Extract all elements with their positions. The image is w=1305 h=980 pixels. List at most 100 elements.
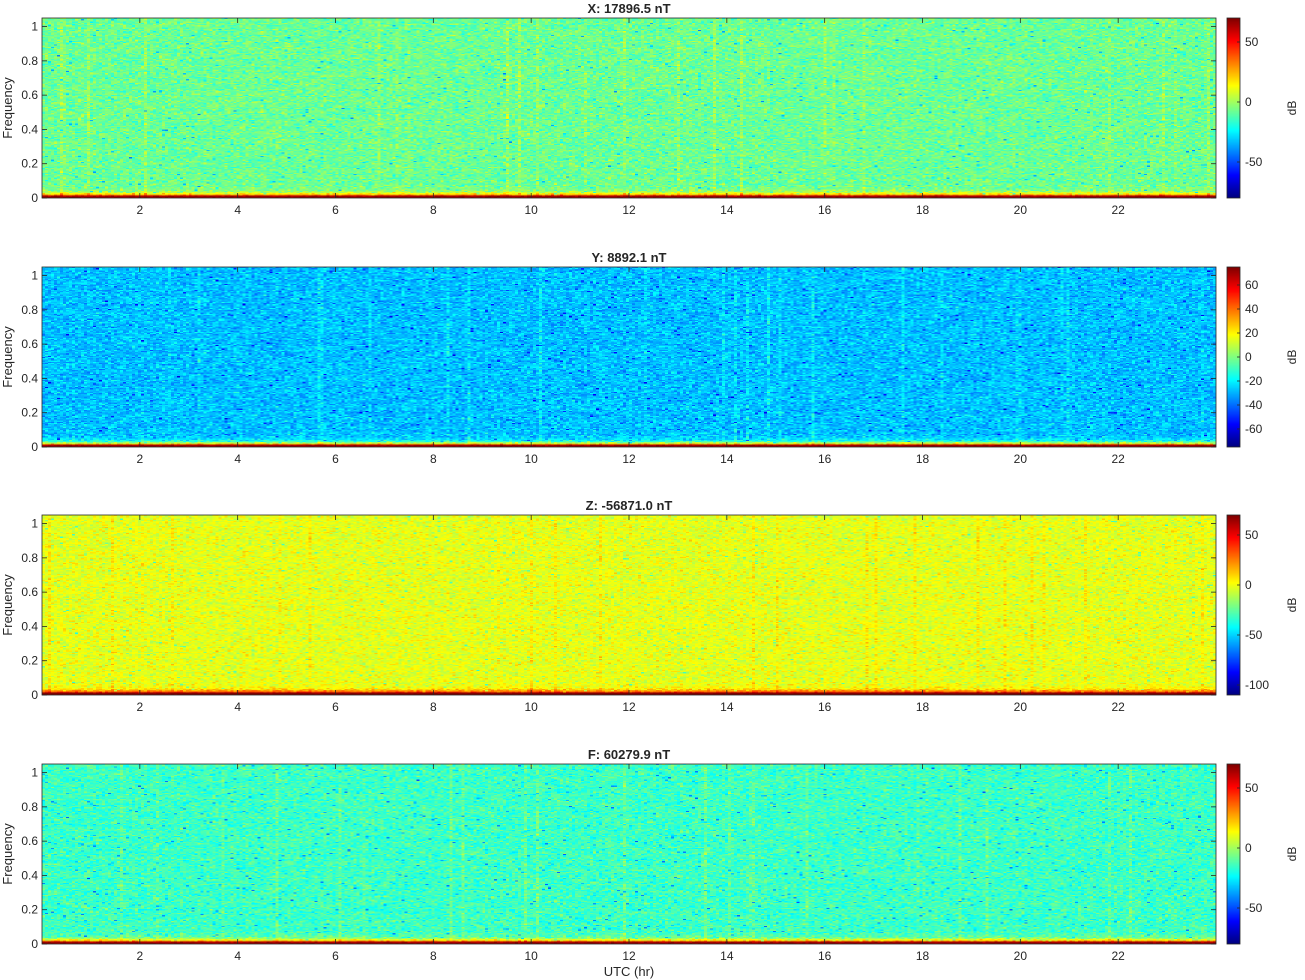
y-tick-label: 1 [31, 20, 38, 34]
y-tick-label: 0.6 [21, 834, 38, 848]
colorbar-tick-label: -60 [1245, 422, 1263, 436]
x-tick-label: 16 [818, 452, 832, 466]
y-axis-label: Frequency [0, 77, 15, 139]
x-tick-label: 14 [720, 452, 734, 466]
y-tick-label: 0.8 [21, 54, 38, 68]
y-tick-label: 0.2 [21, 406, 38, 420]
colorbar-gradient [1227, 267, 1240, 447]
spectrogram-panel-3: Z: -56871.0 nT2 4 6 8 10 12 14 16 18 20 2200.20.40… [0, 498, 1299, 714]
x-tick-label: 4 [234, 203, 241, 217]
panel-title: Z: -56871.0 nT [586, 498, 673, 513]
y-tick-label: 1 [31, 269, 38, 283]
y-tick-label: 0 [31, 688, 38, 702]
colorbar-tick-label: 50 [1245, 35, 1259, 49]
y-tick-label: 0.4 [21, 122, 38, 136]
x-tick-label: 6 [332, 949, 339, 963]
y-axis-label: Frequency [0, 574, 15, 636]
spectrogram-panel-1: X: 17896.5 nT2 4 6 8 10 12 14 16 18 20 2200.20.40.… [0, 1, 1299, 217]
x-tick-label: 6 [332, 203, 339, 217]
x-tick-label: 20 [1014, 203, 1028, 217]
x-tick-label: 20 [1014, 949, 1028, 963]
colorbar-gradient [1227, 18, 1240, 198]
x-tick-label: 20 [1014, 700, 1028, 714]
colorbar-label: dB [1285, 101, 1299, 116]
colorbar-tick-label: 0 [1245, 841, 1252, 855]
x-tick-label: 2 [136, 452, 143, 466]
y-tick-label: 0.8 [21, 800, 38, 814]
y-tick-label: 0.6 [21, 337, 38, 351]
spectrogram-image [42, 515, 1216, 695]
x-tick-label: 22 [1111, 949, 1125, 963]
y-axis-label: Frequency [0, 823, 15, 885]
y-tick-label: 0 [31, 191, 38, 205]
colorbar-tick-label: -20 [1245, 374, 1263, 388]
x-tick-label: 16 [818, 949, 832, 963]
x-tick-label: 22 [1111, 203, 1125, 217]
colorbar-frame [1226, 514, 1241, 696]
x-tick-label: 16 [818, 700, 832, 714]
colorbar-tick-label: 20 [1245, 326, 1259, 340]
x-tick-label: 16 [818, 203, 832, 217]
x-tick-label: 12 [622, 452, 636, 466]
panel-title: Y: 8892.1 nT [592, 250, 667, 265]
x-tick-label: 10 [524, 949, 538, 963]
x-tick-label: 10 [524, 700, 538, 714]
colorbar-frame [1226, 763, 1241, 945]
y-tick-label: 0.2 [21, 157, 38, 171]
y-tick-label: 0.2 [21, 903, 38, 917]
x-tick-label: 14 [720, 949, 734, 963]
x-tick-label: 2 [136, 949, 143, 963]
colorbar-gradient [1227, 515, 1240, 695]
colorbar-tick-label: -50 [1245, 628, 1263, 642]
x-tick-label: 8 [430, 452, 437, 466]
colorbar-tick-label: 50 [1245, 528, 1259, 542]
x-tick-label: 4 [234, 949, 241, 963]
spectrogram-image [42, 18, 1216, 198]
x-tick-label: 4 [234, 452, 241, 466]
x-tick-label: 18 [916, 700, 930, 714]
panel-title: X: 17896.5 nT [587, 1, 670, 16]
x-tick-label: 6 [332, 700, 339, 714]
x-tick-label: 18 [916, 203, 930, 217]
y-axis-label: Frequency [0, 326, 15, 388]
colorbar-tick-label: -40 [1245, 398, 1263, 412]
colorbar-label: dB [1285, 847, 1299, 862]
x-tick-label: 18 [916, 452, 930, 466]
y-tick-label: 0.4 [21, 868, 38, 882]
panel-title: F: 60279.9 nT [588, 747, 670, 762]
y-tick-label: 0 [31, 937, 38, 951]
x-tick-label: 12 [622, 949, 636, 963]
spectrogram-panel-4: F: 60279.9 nT2 4 6 8 10 12 14 16 18 20 2200.20.40.… [0, 747, 1299, 963]
x-tick-label: 6 [332, 452, 339, 466]
y-tick-label: 0.6 [21, 585, 38, 599]
y-tick-label: 0.6 [21, 88, 38, 102]
y-tick-label: 0.2 [21, 654, 38, 668]
colorbar-label: dB [1285, 598, 1299, 613]
colorbar-tick-label: -50 [1245, 901, 1263, 915]
spectrogram-image [42, 267, 1216, 447]
colorbar-frame [1226, 17, 1241, 199]
x-tick-label: 14 [720, 700, 734, 714]
x-tick-label: 8 [430, 700, 437, 714]
spectrogram-panel-2: Y: 8892.1 nT2 4 6 8 10 12 14 16 18 20 2200.20.40.6… [0, 250, 1299, 466]
colorbar-tick-label: 40 [1245, 302, 1259, 316]
x-tick-label: 4 [234, 700, 241, 714]
x-tick-label: 20 [1014, 452, 1028, 466]
colorbar-tick-label: 0 [1245, 578, 1252, 592]
spectrogram-image [42, 764, 1216, 944]
x-tick-label: 10 [524, 203, 538, 217]
x-tick-label: 14 [720, 203, 734, 217]
x-tick-label: 2 [136, 203, 143, 217]
x-axis-label: UTC (hr) [604, 964, 655, 979]
x-tick-label: 10 [524, 452, 538, 466]
colorbar-tick-label: -100 [1245, 678, 1269, 692]
y-tick-label: 0.8 [21, 303, 38, 317]
colorbar-gradient [1227, 764, 1240, 944]
colorbar-tick-label: 0 [1245, 350, 1252, 364]
colorbar-tick-label: 60 [1245, 278, 1259, 292]
colorbar-tick-label: 0 [1245, 95, 1252, 109]
colorbar-tick-label: 50 [1245, 781, 1259, 795]
x-tick-label: 12 [622, 203, 636, 217]
colorbar-tick-label: -50 [1245, 155, 1263, 169]
